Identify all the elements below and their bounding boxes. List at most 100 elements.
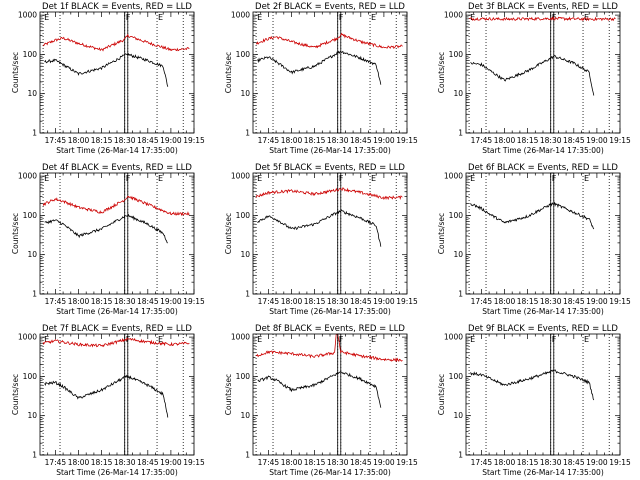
x-tick-label: 18:15	[517, 297, 539, 306]
lld-series	[469, 16, 616, 22]
x-tick-label: 18:30	[327, 297, 349, 306]
x-tick-label: 19:15	[396, 136, 418, 145]
y-tick-label: 10	[240, 250, 250, 259]
x-axis-label: Start Time (26-Mar-14 17:35:00)	[269, 307, 391, 316]
flag-label: E	[158, 13, 163, 22]
x-axis-label: Start Time (26-Mar-14 17:35:00)	[56, 307, 178, 316]
events-series	[257, 371, 382, 408]
y-axis-label: Counts/sec	[437, 213, 446, 254]
y-tick-label: 100	[449, 211, 464, 220]
y-tick-label: 10	[453, 250, 463, 259]
lld-series	[42, 195, 190, 217]
y-tick-label: 1	[32, 451, 37, 460]
x-axis-label: Start Time (26-Mar-14 17:35:00)	[269, 468, 391, 477]
flag-label: E	[470, 13, 475, 22]
x-tick-label: 19:00	[160, 297, 182, 306]
y-tick-label: 1000	[18, 172, 37, 181]
x-tick-label: 18:45	[137, 136, 159, 145]
y-tick-label: 100	[23, 50, 38, 59]
y-tick-label: 1	[32, 129, 37, 138]
y-axis-label: Counts/sec	[437, 374, 446, 415]
y-tick-label: 1000	[231, 333, 250, 342]
y-tick-label: 10	[240, 89, 250, 98]
x-tick-label: 19:15	[183, 297, 205, 306]
events-series	[470, 369, 595, 401]
x-tick-label: 18:45	[563, 297, 585, 306]
x-tick-label: 19:00	[160, 136, 182, 145]
x-axis-label: Start Time (26-Mar-14 17:35:00)	[56, 468, 178, 477]
flag-label: E	[158, 174, 163, 183]
events-series	[257, 209, 382, 247]
y-tick-label: 10	[240, 411, 250, 420]
chart-title: Det 6f BLACK = Events, RED = LLD	[468, 163, 618, 173]
y-axis-label: Counts/sec	[11, 52, 20, 93]
chart-title: Det 5f BLACK = Events, RED = LLD	[255, 163, 405, 173]
lld-series	[42, 337, 190, 348]
x-tick-label: 18:00	[494, 458, 516, 467]
y-tick-label: 10	[453, 89, 463, 98]
x-tick-label: 18:45	[350, 458, 372, 467]
x-tick-label: 18:15	[517, 458, 539, 467]
flag-label: E	[44, 335, 49, 344]
flag-region	[550, 172, 555, 295]
y-tick-label: 100	[449, 372, 464, 381]
y-tick-label: 1	[245, 290, 250, 299]
x-axis-label: Start Time (26-Mar-14 17:35:00)	[269, 146, 391, 155]
plot-frame	[465, 172, 621, 295]
flag-label: E	[257, 174, 262, 183]
x-axis-label: Start Time (26-Mar-14 17:35:00)	[56, 146, 178, 155]
x-tick-label: 19:00	[373, 136, 395, 145]
x-tick-label: 18:45	[563, 458, 585, 467]
x-tick-label: 18:30	[114, 136, 136, 145]
flag-region	[124, 11, 129, 134]
flag-label: F	[552, 335, 557, 344]
plot-frame	[465, 333, 621, 456]
y-tick-label: 100	[23, 211, 38, 220]
plot-frame	[252, 11, 408, 134]
y-tick-label: 100	[23, 372, 38, 381]
flag-label: E	[470, 335, 475, 344]
x-tick-label: 18:45	[137, 297, 159, 306]
x-tick-label: 19:00	[373, 458, 395, 467]
flag-label: E	[584, 13, 589, 22]
y-tick-label: 100	[236, 211, 251, 220]
x-tick-label: 19:15	[609, 458, 631, 467]
events-series	[470, 201, 595, 230]
flag-label: F	[126, 13, 131, 22]
y-tick-label: 10	[453, 411, 463, 420]
flag-label: E	[584, 335, 589, 344]
x-tick-label: 18:30	[114, 458, 136, 467]
y-tick-label: 100	[236, 372, 251, 381]
flag-label: E	[371, 174, 376, 183]
x-tick-label: 18:45	[350, 136, 372, 145]
x-tick-label: 18:00	[281, 297, 303, 306]
x-tick-label: 17:45	[45, 136, 67, 145]
flag-label: E	[44, 13, 49, 22]
y-tick-label: 10	[27, 411, 37, 420]
y-axis-label: Counts/sec	[224, 374, 233, 415]
x-tick-label: 18:00	[281, 136, 303, 145]
x-tick-label: 17:45	[471, 297, 493, 306]
events-series	[257, 50, 382, 85]
lld-series	[255, 187, 403, 201]
y-tick-label: 1000	[444, 11, 463, 20]
x-tick-label: 18:00	[494, 297, 516, 306]
x-tick-label: 18:30	[540, 458, 562, 467]
x-tick-label: 17:45	[258, 458, 280, 467]
flag-label: E	[257, 335, 262, 344]
y-axis-label: Counts/sec	[11, 213, 20, 254]
events-series	[44, 213, 168, 244]
x-tick-label: 18:00	[68, 297, 90, 306]
x-tick-label: 18:15	[304, 297, 326, 306]
x-tick-label: 18:00	[68, 136, 90, 145]
lld-series	[42, 33, 190, 52]
chart-title: Det 4f BLACK = Events, RED = LLD	[42, 163, 192, 173]
x-tick-label: 17:45	[45, 458, 67, 467]
chart-title: Det 2f BLACK = Events, RED = LLD	[255, 2, 405, 12]
x-tick-label: 19:15	[183, 136, 205, 145]
